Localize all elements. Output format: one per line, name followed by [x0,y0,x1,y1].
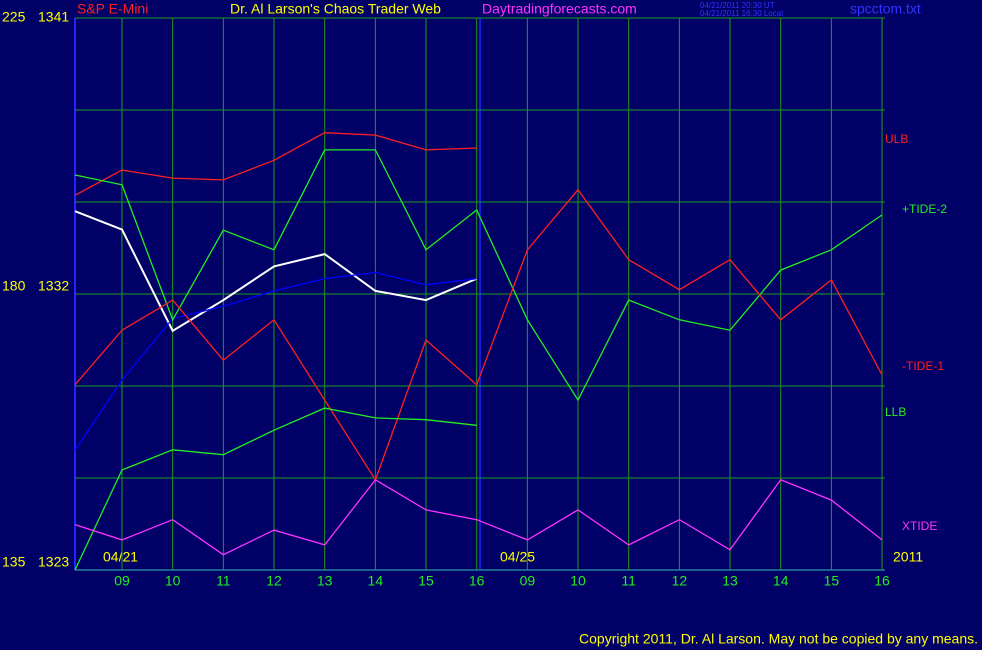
symbol: S&P E-Mini [77,1,148,17]
y2-tick-label: 135 [2,554,26,570]
series-line [74,188,883,482]
x-tick-label: 15 [418,573,434,589]
copyright: Copyright 2011, Dr. Al Larson. May not b… [579,631,978,647]
y2-tick-label: 180 [2,278,26,294]
x-tick-label: 13 [317,573,333,589]
x-tick-label: 11 [621,573,636,589]
x-tick-label: 09 [520,573,536,589]
x-tick-label: 15 [824,573,840,589]
x-tick-label: 10 [570,573,586,589]
x-tick-label: 12 [672,573,688,589]
date-label: 2011 [893,549,923,565]
chart-title: Dr. Al Larson's Chaos Trader Web [230,1,441,17]
x-tick-label: 16 [874,573,890,589]
timestamp: 04/21/2011 20:30 UT [700,1,775,10]
x-tick-label: 11 [216,573,231,589]
date-label: 04/25 [500,549,535,565]
x-tick-label: 13 [722,573,738,589]
x-tick-label: 14 [773,573,789,589]
x-tick-label: 09 [114,573,130,589]
series-line [74,149,883,402]
legend-label: LLB [885,405,906,419]
series-line [74,271,477,451]
legend-label: +TIDE-2 [902,202,947,216]
date-label: 04/21 [103,549,138,565]
x-tick-label: 10 [165,573,181,589]
series-line [74,132,477,196]
series-line [74,210,478,333]
x-tick-label: 16 [469,573,485,589]
series-line [74,407,477,571]
series-line [74,478,883,556]
y-tick-label: 1323 [38,554,69,570]
legend-label: ULB [885,132,908,146]
y2-tick-label: 225 [2,9,26,25]
y-tick-label: 1332 [38,278,69,294]
x-tick-label: 12 [266,573,282,589]
legend-label: XTIDE [902,519,937,533]
website: Daytradingforecasts.com [482,1,637,17]
y-tick-label: 1341 [38,9,69,25]
legend-label: -TIDE-1 [902,359,944,373]
file-name: spcctom.txt [850,1,921,17]
x-tick-label: 14 [368,573,384,589]
timestamp: 04/21/2011 16:30 Local [700,9,783,18]
